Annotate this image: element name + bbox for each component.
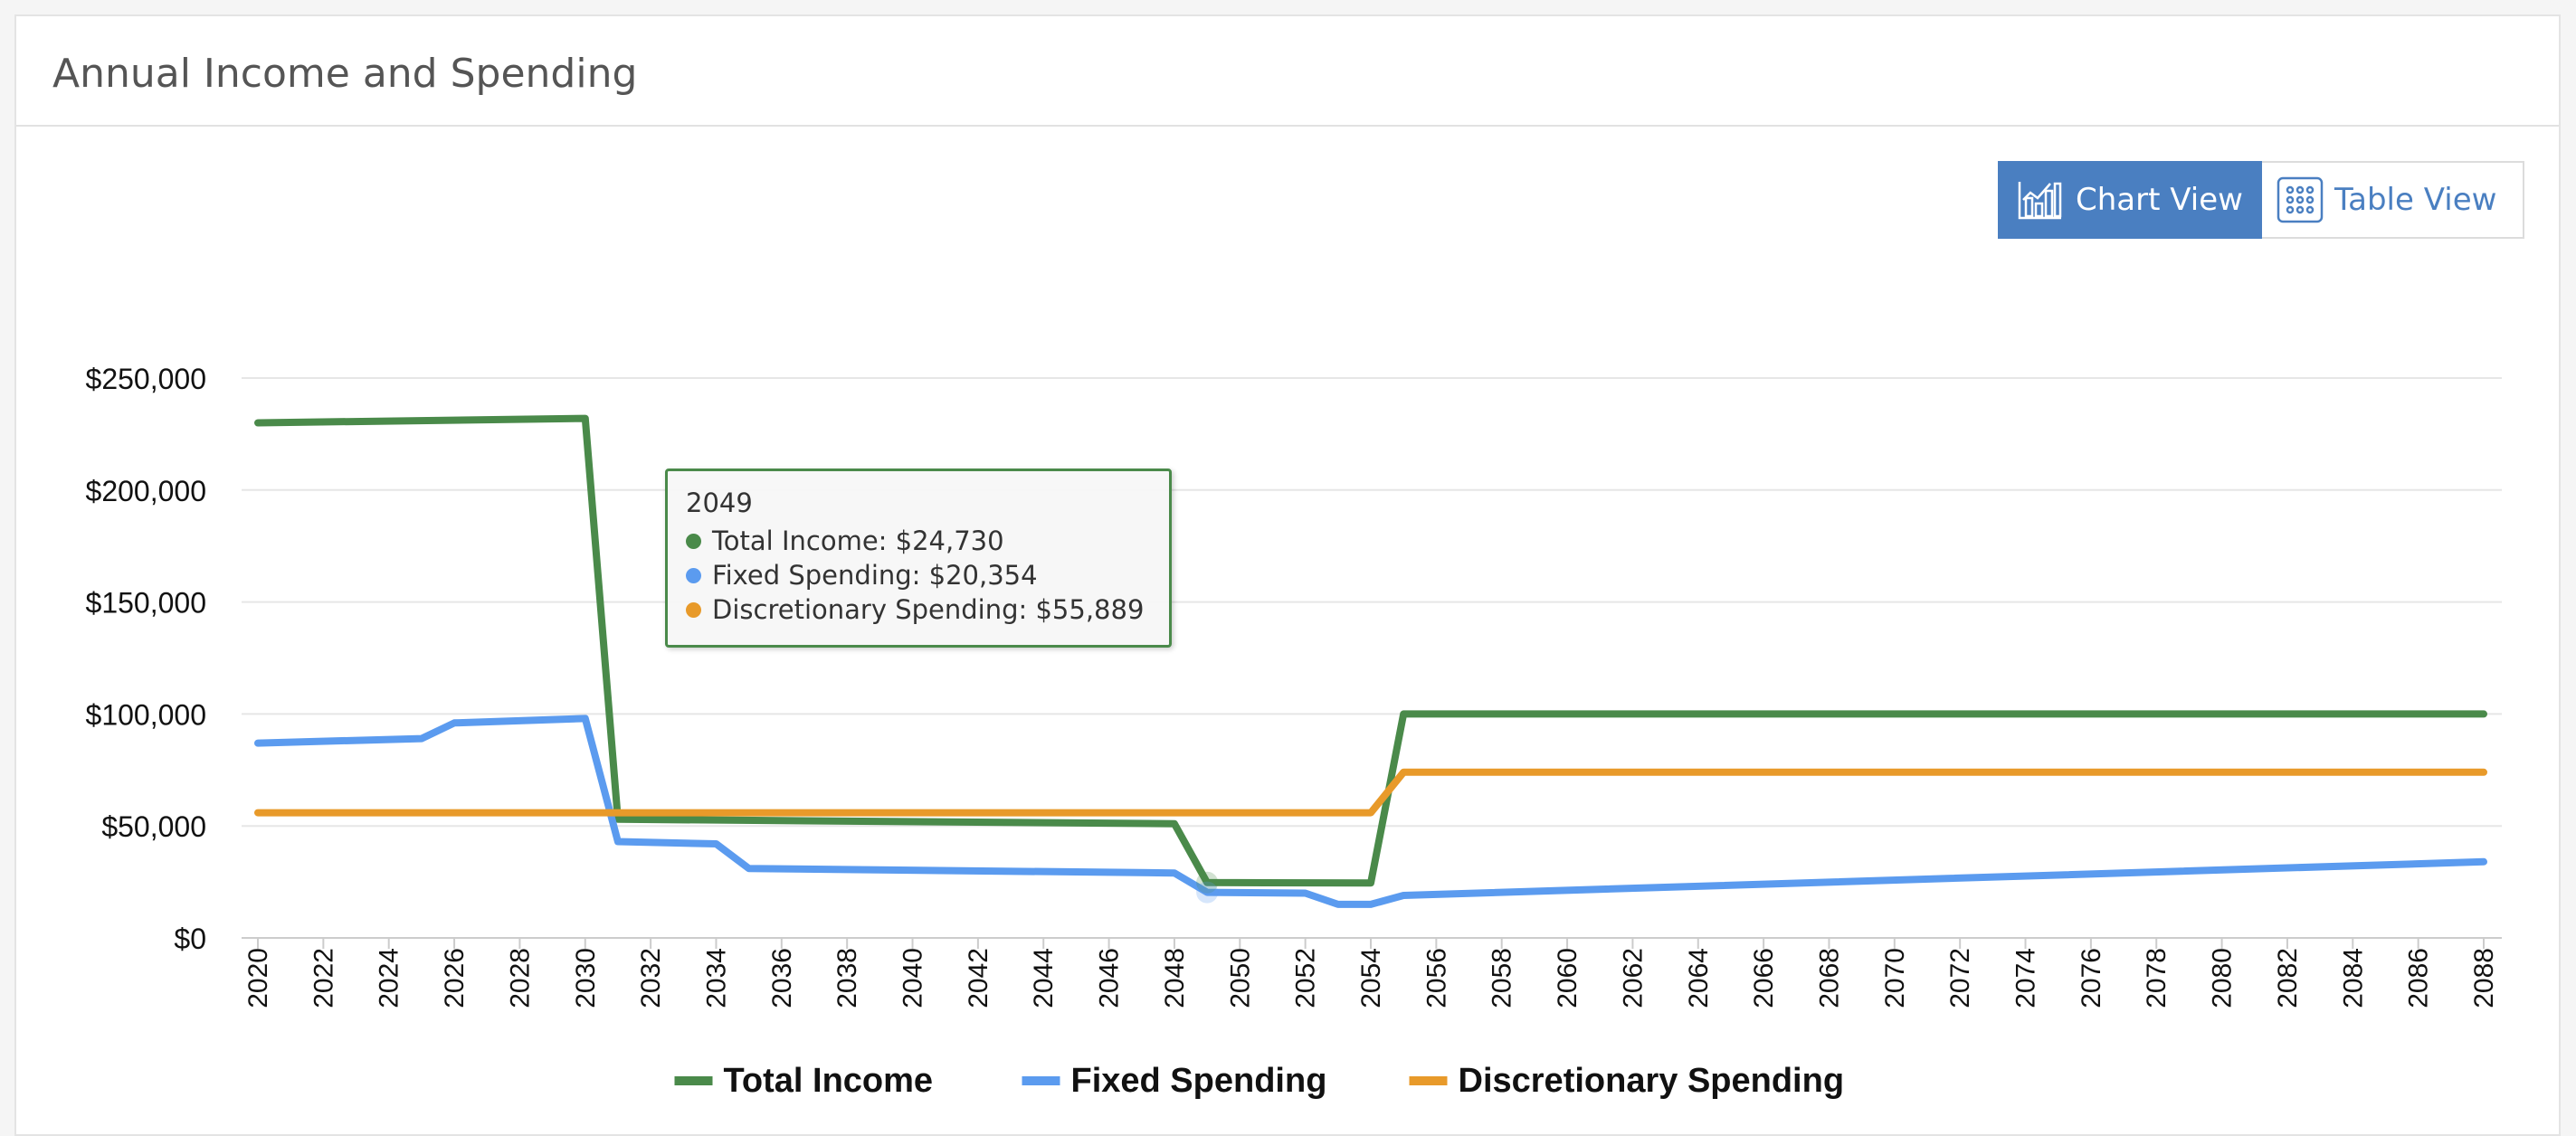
x-tick-label: 2060 [1553,948,1583,1008]
x-tick-label: 2068 [1814,948,1844,1008]
hover-point [1196,881,1219,904]
panel-header: Annual Income and Spending [16,16,2559,127]
grid-icon [2277,176,2324,223]
y-tick-label: $200,000 [86,475,206,507]
table-view-label: Table View [2334,182,2497,218]
series-line [254,715,2487,908]
hover-markers [1196,871,1219,904]
x-tick-label: 2044 [1029,948,1059,1008]
series-line [254,414,2487,887]
x-tick-label: 2058 [1488,948,1517,1008]
y-axis-ticks: $0 $50,000 $100,000 $150,000 $200,000 $250,00… [86,363,206,955]
x-tick-label: 2080 [2208,948,2238,1008]
y-tick-label: $100,000 [86,698,206,731]
x-tick-label: 2070 [1880,948,1910,1008]
y-tick-label: $150,000 [86,587,206,620]
y-tick-label: $50,000 [101,810,206,843]
x-tick-label: 2056 [1421,948,1451,1008]
grid-lines [242,377,2502,939]
tooltip-row-discretionary: Discretionary Spending: $55,889 [686,592,1169,627]
x-tick-label: 2038 [832,948,862,1008]
panel-title: Annual Income and Spending [52,51,638,97]
y-tick-label: $250,000 [86,363,206,395]
legend: Total Income Fixed Spending Discretionary … [674,1062,1845,1100]
line-chart: $0 $50,000 $100,000 $150,000 $200,000 $250,00… [86,363,2502,1100]
chart-tooltip: 2049 Total Income: $24,730 Fixed Spendin… [665,469,1172,648]
x-tick-label: 2072 [1945,948,1975,1008]
view-toggle: Chart View Table View [1998,161,2524,239]
x-tick-label: 2066 [1749,948,1779,1008]
fixed-dot-icon [686,567,701,583]
x-tick-label: 2082 [2273,948,2303,1008]
legend-label: Discretionary Spending [1459,1062,1845,1100]
x-tick-label: 2076 [2077,948,2106,1008]
x-tick-label: 2026 [440,948,470,1008]
x-tick-label: 2086 [2404,948,2434,1008]
discretionary-dot-icon [686,601,701,618]
bar-chart-icon [2018,182,2062,220]
x-tick-label: 2052 [1291,948,1321,1008]
series-lines [254,414,2487,908]
income-dot-icon [686,533,701,549]
x-tick-label: 2040 [898,948,928,1008]
hover-point [1196,871,1219,894]
tooltip-row-fixed: Fixed Spending: $20,354 [686,558,1169,592]
tooltip-row-income: Total Income: $24,730 [686,524,1169,558]
legend-label: Fixed Spending [1071,1062,1327,1100]
x-tick-label: 2036 [767,948,797,1008]
chart-view-button[interactable]: Chart View [1998,161,2262,239]
x-tick-label: 2042 [964,948,993,1008]
chart-panel: Annual Income and Spending Chart View [14,14,2561,1136]
x-tick-label: 2046 [1095,948,1125,1008]
tooltip-fixed: Fixed Spending: $20,354 [712,560,1038,591]
x-tick-label: 2024 [375,948,404,1008]
x-tick-label: 2050 [1225,948,1255,1008]
x-tick-label: 2032 [636,948,666,1008]
series-line [254,768,2487,817]
y-tick-label: $0 [174,923,206,955]
x-tick-label: 2078 [2142,948,2172,1008]
x-tick-label: 2034 [701,948,731,1008]
x-tick-label: 2088 [2469,948,2499,1008]
tooltip-year: 2049 [686,488,753,518]
x-tick-label: 2054 [1356,948,1386,1008]
x-axis-ticks: 2020 2022 2024 2026 2028 2030 2032 2034 2036 2038… [243,938,2499,1008]
x-tick-label: 2020 [243,948,273,1008]
legend-label: Total Income [724,1062,934,1100]
x-tick-label: 2074 [2011,948,2041,1008]
chart-view-label: Chart View [2076,182,2243,218]
tooltip-discretionary: Discretionary Spending: $55,889 [712,594,1145,625]
table-view-button[interactable]: Table View [2262,161,2524,239]
x-tick-label: 2084 [2338,948,2368,1008]
tooltip-income: Total Income: $24,730 [712,525,1004,556]
x-tick-label: 2028 [505,948,535,1008]
x-tick-label: 2030 [571,948,601,1008]
x-tick-label: 2022 [309,948,338,1008]
x-tick-label: 2062 [1618,948,1648,1008]
x-tick-label: 2064 [1684,948,1714,1008]
x-tick-label: 2048 [1160,948,1190,1008]
